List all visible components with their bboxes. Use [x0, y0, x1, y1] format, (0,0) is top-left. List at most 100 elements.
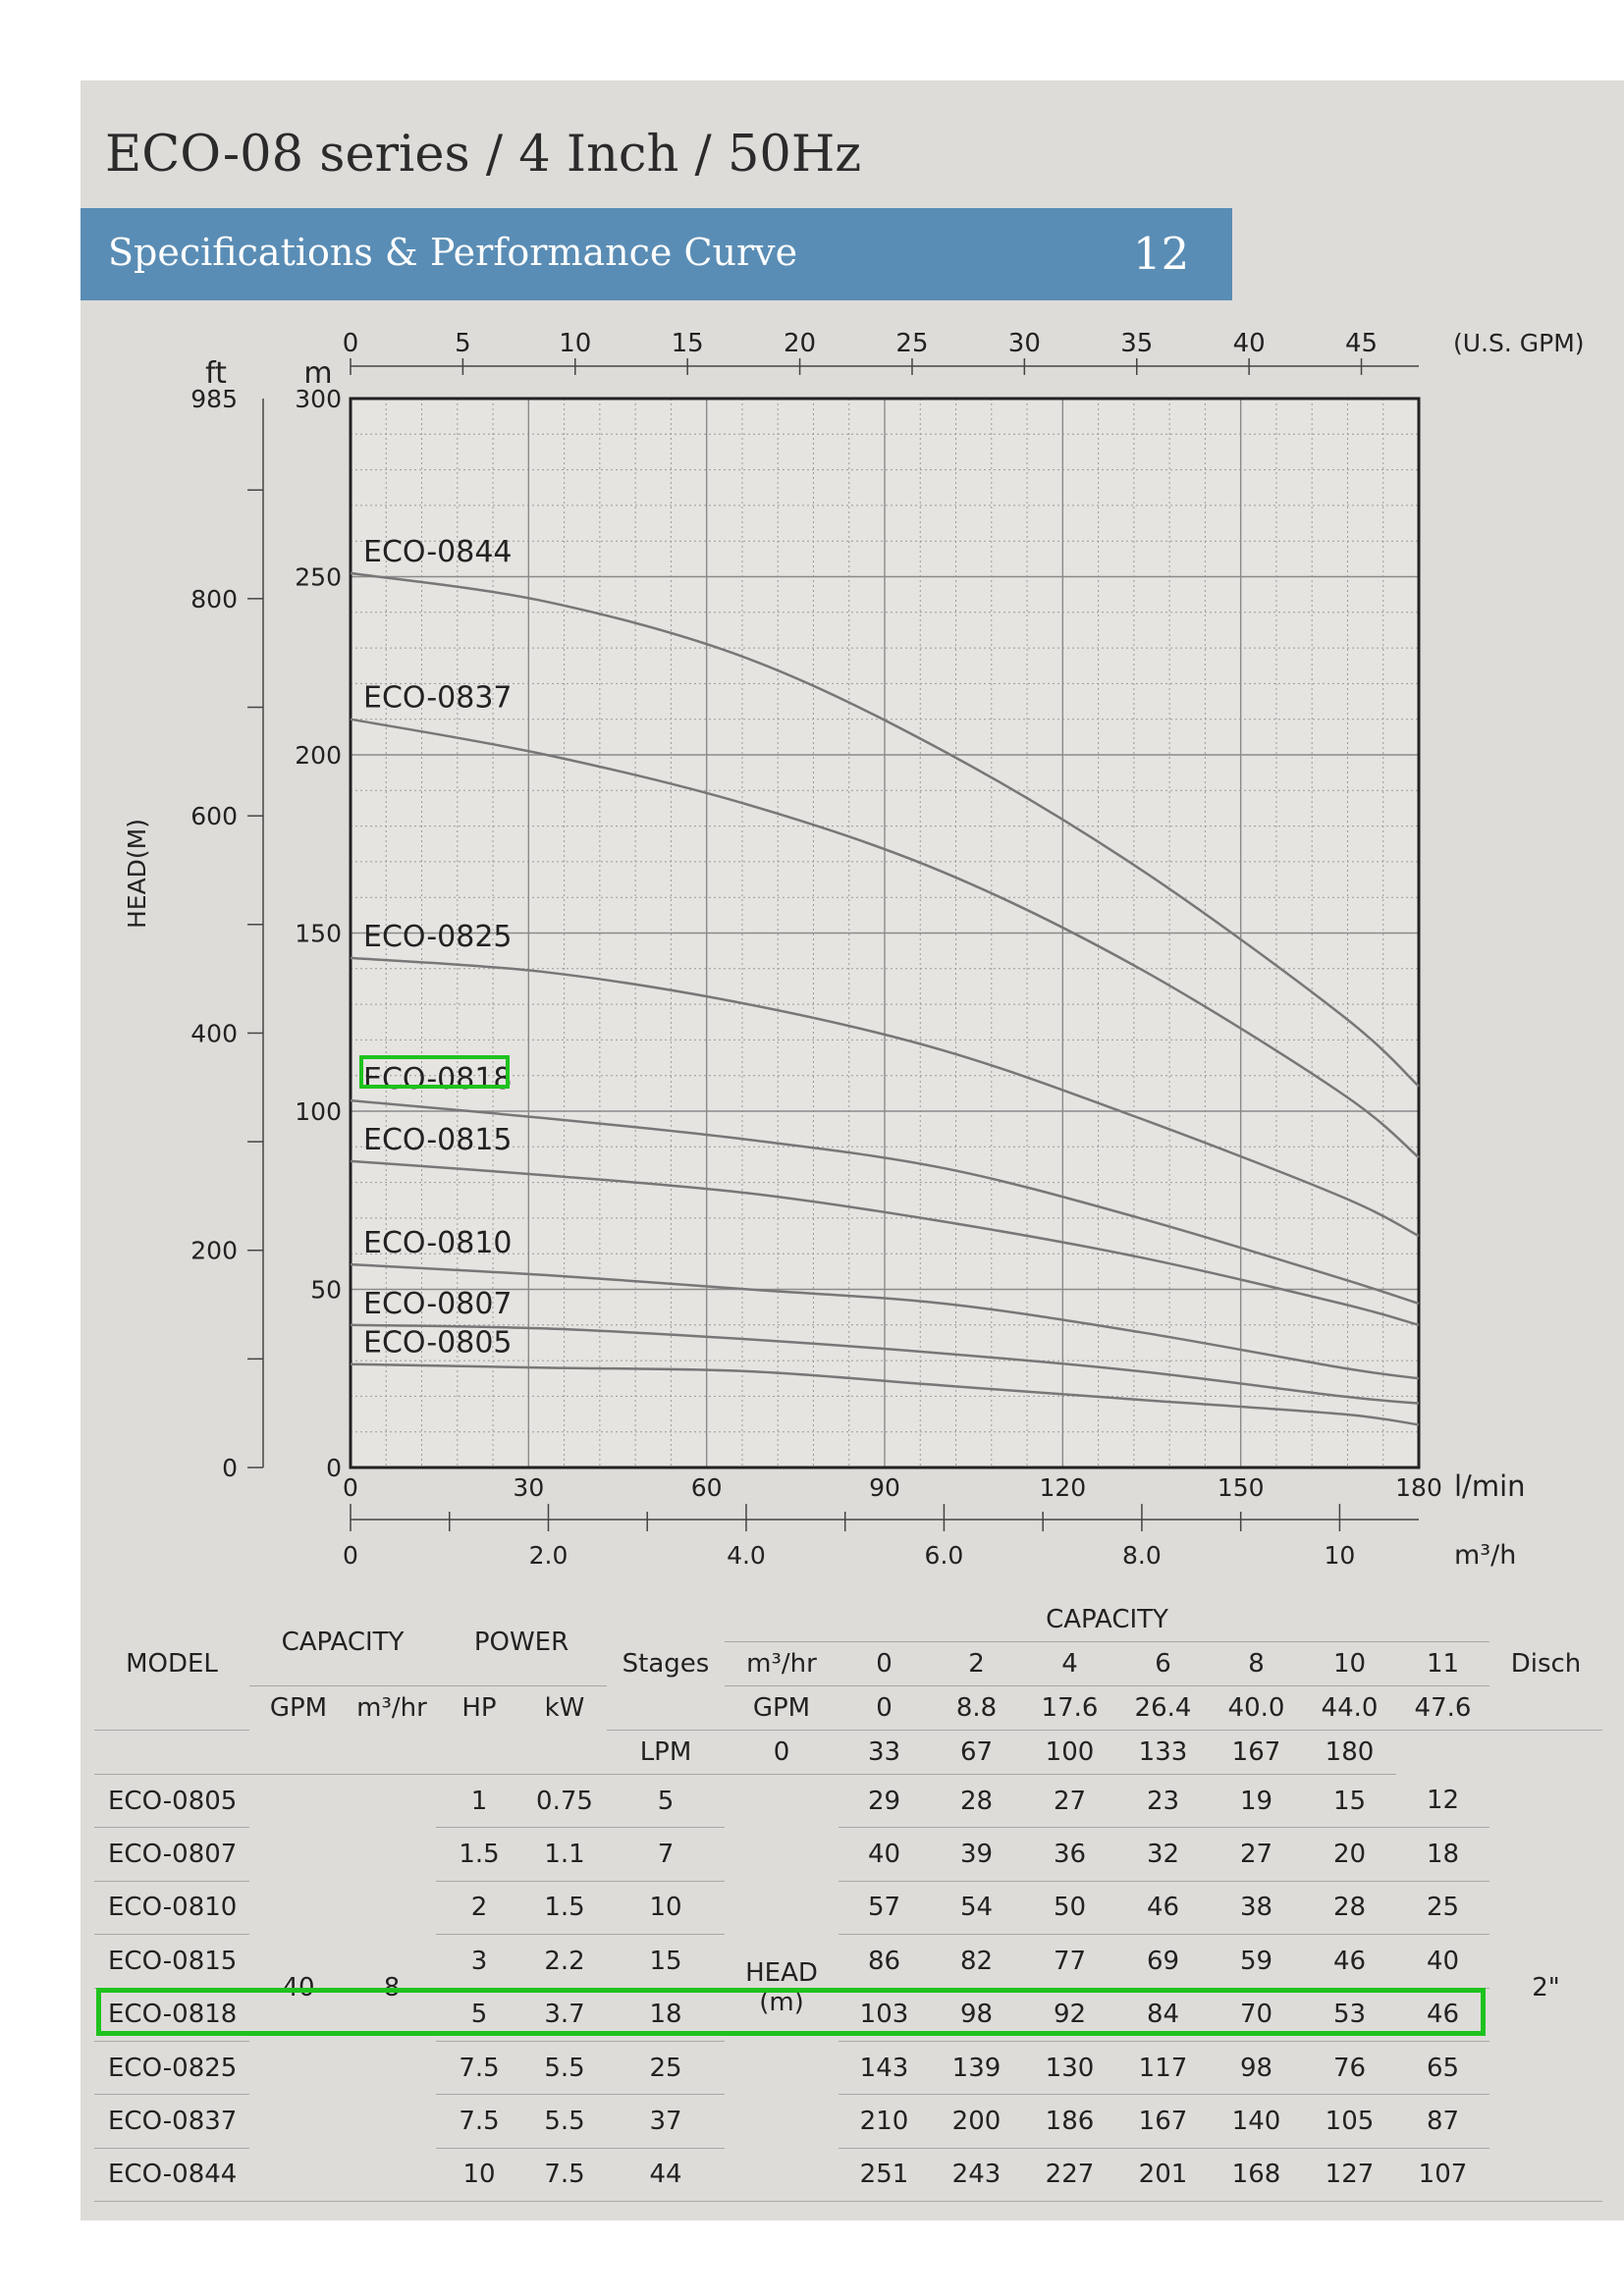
- head-value-cell: 27: [1023, 1774, 1116, 1829]
- head-value-cell: 12: [1396, 1774, 1489, 1829]
- capacity-lpm-value: 133: [1116, 1730, 1210, 1775]
- capacity-lpm-value: 67: [930, 1730, 1023, 1775]
- section-banner: Specifications & Performance Curve 12: [81, 208, 1232, 300]
- head-unit: (m): [759, 1988, 804, 2018]
- curves: [350, 571, 1420, 1426]
- highlight-label-box: [359, 1055, 510, 1090]
- table-row: ECO-0815 3 2.2 15 86 82 77 69 59 46 40: [94, 1934, 1602, 1989]
- capacity-gpm-value: 47.6: [1396, 1685, 1489, 1731]
- capacity-lpm-value: 167: [1210, 1730, 1303, 1775]
- ft-tick-label: 985: [190, 385, 238, 413]
- model-cell: ECO-0837: [94, 2094, 249, 2149]
- head-value-cell: 39: [930, 1827, 1023, 1882]
- head-value-cell: 167: [1116, 2094, 1210, 2149]
- capacity-lpm-value: 33: [839, 1730, 930, 1775]
- m3h-tick-label: 2.0: [529, 1541, 568, 1570]
- head-value-cell: 98: [1210, 2041, 1303, 2096]
- capacity-gpm-value: 26.4: [1116, 1685, 1210, 1731]
- model-cell: ECO-0815: [94, 1934, 249, 1989]
- lpm-tick-label: 60: [691, 1473, 723, 1502]
- stages-cell: 5: [607, 1774, 725, 1829]
- m-tick-label: 150: [295, 920, 342, 948]
- kw-cell: 7.5: [522, 2148, 607, 2203]
- m-tick-label: 300: [295, 385, 342, 413]
- head-value-cell: 18: [1396, 1827, 1489, 1882]
- head-value-cell: 23: [1116, 1774, 1210, 1829]
- gpm-tick-label: 0: [343, 329, 359, 358]
- curve-label-eco-0825: ECO-0825: [363, 920, 513, 954]
- m3h-tick-label: 8.0: [1122, 1541, 1162, 1570]
- table-row: ECO-0807 1.5 1.1 7 40 39 36 32 27 20 18: [94, 1827, 1602, 1882]
- discharge-cell: 2": [1489, 1774, 1602, 2203]
- m3h-tick-label: 4.0: [727, 1541, 766, 1570]
- head-value-cell: 46: [1116, 1881, 1210, 1936]
- ft-unit-label: ft: [205, 356, 227, 391]
- col-header-kw: kW: [522, 1685, 607, 1731]
- capacity-gpm-value: 8.8: [930, 1685, 1023, 1731]
- head-value-cell: 46: [1303, 1934, 1396, 1989]
- curve-eco-0818: [350, 1098, 1420, 1306]
- hp-cell: 10: [436, 2148, 522, 2203]
- gpm-tick-label: 25: [895, 329, 928, 358]
- ft-tick-label: 400: [190, 1019, 238, 1047]
- head-value-cell: 201: [1116, 2148, 1210, 2203]
- lpm-tick-label: 180: [1395, 1473, 1442, 1502]
- col-header-disch: Disch: [1489, 1598, 1602, 1731]
- head-value-cell: 25: [1396, 1881, 1489, 1936]
- curve-eco-0810: [350, 1262, 1420, 1380]
- capacity-lpm-value: 0: [725, 1730, 839, 1775]
- lpm-tick-label: 0: [343, 1473, 358, 1502]
- head-value-cell: 140: [1210, 2094, 1303, 2149]
- curve-eco-0837: [350, 718, 1420, 1159]
- col-header-capacity: CAPACITY: [281, 1627, 405, 1657]
- head-value-cell: 86: [839, 1934, 930, 1989]
- head-value-cell: 69: [1116, 1934, 1210, 1989]
- stages-cell: 15: [607, 1934, 725, 1989]
- head-value-cell: 251: [839, 2148, 930, 2203]
- head-value-cell: 105: [1303, 2094, 1396, 2149]
- capacity-m3hr-value: 11: [1396, 1641, 1489, 1686]
- head-value-cell: 20: [1303, 1827, 1396, 1882]
- head-value-cell: 76: [1303, 2041, 1396, 2096]
- curve-label-eco-0807: ECO-0807: [363, 1287, 513, 1321]
- head-value-cell: 143: [839, 2041, 930, 2096]
- gpm-tick-label: 30: [1008, 329, 1041, 358]
- model-cell: ECO-0825: [94, 2041, 249, 2096]
- curve-label-eco-0815: ECO-0815: [363, 1123, 513, 1157]
- curve-label-eco-0810: ECO-0810: [363, 1226, 513, 1260]
- m3h-tick-label: 10: [1325, 1541, 1356, 1570]
- head-value-cell: 65: [1396, 2041, 1489, 2096]
- model-cell: ECO-0844: [94, 2148, 249, 2203]
- kw-cell: 0.75: [522, 1774, 607, 1829]
- specification-table: MODEL CAPACITY POWER Stages CAPACITY Dis…: [94, 1598, 1602, 2203]
- lpm-tick-label: 90: [869, 1473, 900, 1502]
- hp-cell: 1: [436, 1774, 522, 1829]
- page-number: 12: [1133, 228, 1190, 280]
- capacity-m3hr-value: 4: [1023, 1641, 1116, 1686]
- row-label-lpm: LPM: [607, 1730, 725, 1775]
- curve-label-eco-0844: ECO-0844: [363, 535, 513, 569]
- kw-cell: 5.5: [522, 2041, 607, 2096]
- curve-eco-0825: [350, 956, 1420, 1238]
- head-value-cell: 32: [1116, 1827, 1210, 1882]
- m3h-unit-label: m³/h: [1454, 1540, 1516, 1571]
- col-header-hp: HP: [436, 1685, 522, 1731]
- col-header-model: MODEL: [94, 1598, 249, 1731]
- m-unit-label: m: [303, 356, 332, 391]
- head-value-cell: 168: [1210, 2148, 1303, 2203]
- highlight-row-box: [96, 1988, 1486, 2036]
- hp-cell: 3: [436, 1934, 522, 1989]
- curve-eco-0807: [350, 1323, 1420, 1405]
- col-header-gpm: GPM: [249, 1685, 348, 1731]
- kw-cell: 2.2: [522, 1934, 607, 1989]
- capacity-lpm-value: 180: [1303, 1730, 1396, 1775]
- col-header-m3hr: m³/hr: [348, 1685, 436, 1731]
- head-value-cell: 243: [930, 2148, 1023, 2203]
- head-value-cell: 107: [1396, 2148, 1489, 2203]
- lpm-tick-label: 150: [1218, 1473, 1265, 1502]
- performance-curve-chart: 0 5 10 15 20 25 30 35 40 45 (U.S. GPM)020040060080…: [123, 329, 1585, 1571]
- head-value-cell: 27: [1210, 1827, 1303, 1882]
- gpm-tick-label: 15: [672, 329, 704, 358]
- m3h-tick-label: 6.0: [925, 1541, 964, 1570]
- gpm-tick-label: 45: [1345, 329, 1378, 358]
